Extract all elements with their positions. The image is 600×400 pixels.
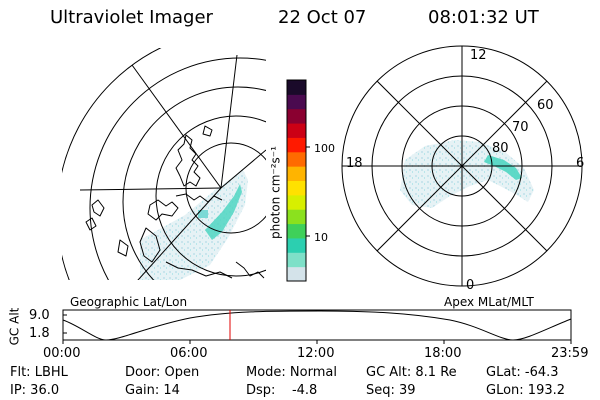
info-filter: Flt: LBHL xyxy=(10,365,68,380)
altitude-ytick-label: 9.0 xyxy=(29,308,50,323)
colorbar-cell xyxy=(287,266,306,282)
coastline xyxy=(85,217,97,231)
colorbar-cell xyxy=(287,94,306,110)
info-gain: Gain: 14 xyxy=(125,383,180,398)
colorbar-cell xyxy=(287,209,306,225)
mlt-label-dawn: 6 xyxy=(576,156,585,171)
mlt-label-dusk: 18 xyxy=(346,156,363,171)
colorbar-cell xyxy=(287,80,306,95)
colorbar-cell xyxy=(287,166,306,181)
colorbar-cell xyxy=(287,237,306,253)
info-dsp: Dsp: -4.8 xyxy=(246,383,318,398)
colorbar-cell xyxy=(287,108,306,124)
coastline xyxy=(147,199,179,221)
altitude-xtick-label: 12:00 xyxy=(297,346,335,361)
instrument-title: Ultraviolet Imager xyxy=(50,7,213,28)
info-door: Door: Open xyxy=(125,365,200,380)
colorbar-cell xyxy=(287,223,306,239)
polar-map-caption: Apex MLat/MLT xyxy=(444,295,534,309)
geo-aurora-spot xyxy=(198,210,208,218)
coastline xyxy=(165,261,233,279)
geographic-map xyxy=(62,48,266,280)
info-mode: Mode: Normal xyxy=(246,365,337,380)
altitude-xtick-label: 18:00 xyxy=(424,346,462,361)
colorbar-cell xyxy=(287,151,306,167)
info-ip: IP: 36.0 xyxy=(10,383,60,398)
mlt-label-noon: 12 xyxy=(470,48,487,63)
altitude-ylabel: GC Alt xyxy=(7,307,22,346)
altitude-curve xyxy=(62,310,572,341)
altitude-xtick-label: 06:00 xyxy=(170,346,208,361)
colorbar-frame xyxy=(286,79,307,282)
altitude-xtick-label: 23:59 xyxy=(551,346,589,361)
observation-time: 08:01:32 UT xyxy=(428,7,539,28)
info-seq: Seq: 39 xyxy=(366,383,416,398)
mlt-label-midnight: 0 xyxy=(466,278,475,293)
geo-meridian xyxy=(131,64,222,189)
colorbar-tick-label: 10 xyxy=(314,231,328,244)
polar-mlt-line xyxy=(376,80,548,252)
colorbar xyxy=(286,79,310,282)
geo-map-caption: Geographic Lat/Lon xyxy=(70,295,188,309)
coastline xyxy=(91,199,105,217)
info-glon: GLon: 193.2 xyxy=(486,383,566,398)
mlat-label: 80 xyxy=(492,141,509,156)
geo-aurora-bright xyxy=(205,184,242,240)
geo-lat-circle xyxy=(62,48,162,280)
colorbar-unit-label: photon cm⁻²s⁻¹ xyxy=(268,146,283,239)
info-glat: GLat: -64.3 xyxy=(486,365,559,380)
geo-aurora-emission xyxy=(140,170,248,280)
polar-map xyxy=(341,45,583,287)
colorbar-tick-label: 100 xyxy=(314,142,335,155)
info-gc-alt: GC Alt: 8.1 Re xyxy=(366,365,457,380)
mlat-label: 60 xyxy=(537,98,554,113)
coastline xyxy=(202,125,213,137)
mlat-label: 70 xyxy=(512,120,529,135)
coastline xyxy=(139,227,161,263)
geo-lat-circle xyxy=(122,86,266,280)
geo-meridian xyxy=(79,187,222,191)
colorbar-cell xyxy=(287,123,306,138)
geo-lat-circle xyxy=(155,115,266,277)
coastline xyxy=(175,134,201,187)
altitude-xtick-label: 00:00 xyxy=(43,346,81,361)
altitude-plot xyxy=(62,309,572,344)
polar-aurora-bright xyxy=(484,155,522,180)
coastline xyxy=(235,261,265,279)
geo-meridian xyxy=(220,149,266,189)
colorbar-cell xyxy=(287,194,306,210)
altitude-ytick-label: 1.8 xyxy=(29,326,50,341)
colorbar-cell xyxy=(287,180,306,196)
colorbar-cell xyxy=(287,252,306,268)
geo-meridian xyxy=(220,54,238,189)
observation-date: 22 Oct 07 xyxy=(278,7,367,28)
coastline xyxy=(175,193,223,203)
coastline xyxy=(117,239,129,257)
geo-meridian xyxy=(137,187,222,280)
colorbar-cell xyxy=(287,137,306,153)
geo-lat-circle xyxy=(89,57,266,280)
